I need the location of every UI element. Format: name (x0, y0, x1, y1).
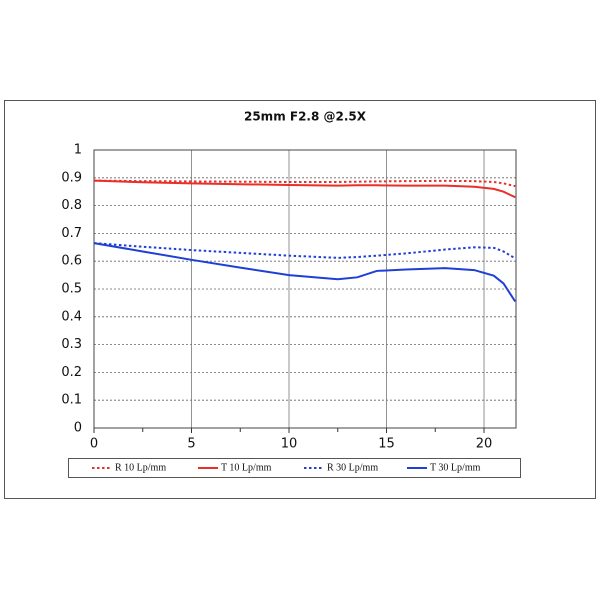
legend-label: R 10 Lp/mm (115, 462, 166, 473)
y-tick-label: 0.3 (61, 337, 82, 352)
legend-label: T 30 Lp/mm (430, 462, 481, 473)
x-tick-label: 20 (476, 437, 493, 452)
y-tick-label: 1 (74, 143, 82, 158)
legend-box (68, 458, 521, 478)
series-line (93, 242, 517, 303)
x-tick-label: 0 (90, 437, 98, 452)
outer-frame (4, 100, 596, 499)
legend-label: R 30 Lp/mm (327, 462, 378, 473)
plot-frame (93, 149, 517, 429)
y-tick-label: 0 (74, 421, 82, 436)
series-line (93, 242, 516, 260)
y-tick-label: 0.8 (61, 198, 82, 213)
y-tick-label: 0.1 (61, 393, 82, 408)
y-tick-label: 0.9 (61, 170, 82, 185)
x-tick-label: 10 (281, 437, 298, 452)
y-tick-label: 0.4 (61, 309, 82, 324)
y-tick-label: 0.6 (61, 254, 82, 269)
y-tick-label: 0.5 (61, 282, 82, 297)
series-line (93, 179, 516, 199)
chart-title: 25mm F2.8 @2.5X (244, 110, 367, 124)
x-tick-label: 15 (378, 437, 395, 452)
y-tick-label: 0.7 (61, 226, 82, 241)
series-line (93, 179, 516, 188)
x-tick-label: 5 (187, 437, 195, 452)
legend-label: T 10 Lp/mm (221, 462, 272, 473)
y-tick-label: 0.2 (61, 365, 82, 380)
